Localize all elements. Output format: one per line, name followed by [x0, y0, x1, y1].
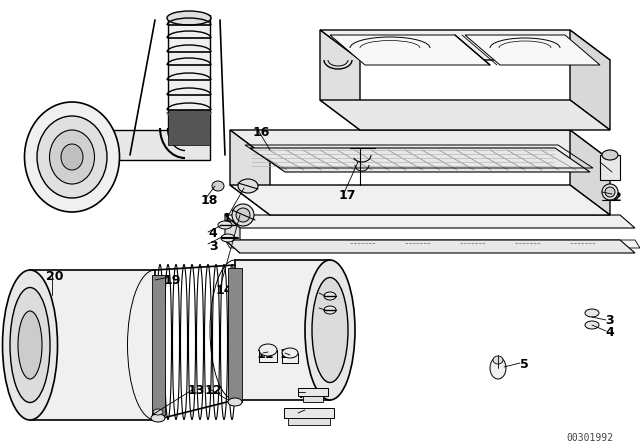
- Ellipse shape: [490, 357, 506, 379]
- Text: 8: 8: [319, 303, 327, 316]
- Ellipse shape: [305, 260, 355, 400]
- Text: 10: 10: [279, 349, 297, 362]
- Polygon shape: [284, 408, 334, 418]
- Text: 15: 15: [222, 211, 240, 224]
- Ellipse shape: [493, 356, 503, 364]
- Ellipse shape: [236, 208, 250, 222]
- Text: 2: 2: [612, 190, 621, 203]
- Ellipse shape: [324, 292, 336, 300]
- Polygon shape: [228, 268, 242, 402]
- Ellipse shape: [212, 181, 224, 191]
- Text: 4: 4: [209, 227, 218, 240]
- Ellipse shape: [232, 204, 254, 226]
- Text: 18: 18: [200, 194, 218, 207]
- Polygon shape: [303, 396, 323, 402]
- Polygon shape: [250, 148, 590, 172]
- Ellipse shape: [221, 234, 235, 242]
- Ellipse shape: [602, 150, 618, 160]
- Text: 20: 20: [46, 271, 64, 284]
- Text: 6: 6: [298, 409, 307, 422]
- Ellipse shape: [18, 311, 42, 379]
- Polygon shape: [225, 215, 240, 253]
- Polygon shape: [30, 270, 155, 420]
- Ellipse shape: [585, 321, 599, 329]
- Ellipse shape: [10, 288, 50, 402]
- Polygon shape: [570, 130, 610, 215]
- Polygon shape: [230, 130, 270, 215]
- Text: 1: 1: [612, 168, 621, 181]
- Polygon shape: [225, 240, 635, 253]
- Ellipse shape: [218, 221, 232, 229]
- Polygon shape: [230, 185, 610, 215]
- Text: 19: 19: [163, 273, 180, 287]
- Ellipse shape: [153, 409, 163, 415]
- Ellipse shape: [151, 414, 165, 422]
- Polygon shape: [600, 155, 620, 180]
- Text: 17: 17: [339, 189, 356, 202]
- Text: 7: 7: [298, 388, 307, 401]
- Polygon shape: [225, 240, 640, 248]
- Ellipse shape: [602, 184, 618, 200]
- Polygon shape: [320, 30, 360, 130]
- Polygon shape: [320, 100, 610, 130]
- Ellipse shape: [167, 11, 211, 25]
- Text: 00301992: 00301992: [566, 433, 614, 443]
- Text: 14: 14: [215, 284, 233, 297]
- Polygon shape: [465, 35, 600, 65]
- Polygon shape: [225, 215, 635, 228]
- Ellipse shape: [282, 348, 298, 358]
- Text: 11: 11: [256, 349, 274, 362]
- Text: 3: 3: [605, 314, 614, 327]
- Text: 16: 16: [252, 125, 269, 138]
- Text: 12: 12: [204, 383, 221, 396]
- Text: 3: 3: [209, 240, 218, 253]
- Polygon shape: [298, 388, 328, 396]
- Ellipse shape: [37, 116, 107, 198]
- Polygon shape: [168, 15, 210, 130]
- Polygon shape: [168, 110, 210, 145]
- Polygon shape: [330, 35, 490, 65]
- Polygon shape: [235, 260, 330, 400]
- Ellipse shape: [3, 270, 58, 420]
- Polygon shape: [152, 275, 165, 415]
- Ellipse shape: [605, 187, 615, 197]
- Ellipse shape: [585, 309, 599, 317]
- Polygon shape: [570, 30, 610, 130]
- Ellipse shape: [228, 398, 242, 406]
- Ellipse shape: [24, 102, 120, 212]
- Ellipse shape: [324, 306, 336, 314]
- Polygon shape: [60, 130, 210, 160]
- Ellipse shape: [259, 344, 277, 356]
- Polygon shape: [230, 130, 610, 160]
- Ellipse shape: [312, 277, 348, 383]
- Ellipse shape: [61, 144, 83, 170]
- Polygon shape: [288, 418, 330, 425]
- Text: 5: 5: [520, 358, 529, 371]
- Text: 13: 13: [188, 383, 205, 396]
- Text: 4: 4: [605, 326, 614, 339]
- Ellipse shape: [238, 179, 258, 193]
- Text: 9: 9: [319, 289, 327, 302]
- Polygon shape: [320, 30, 610, 60]
- Ellipse shape: [49, 130, 95, 184]
